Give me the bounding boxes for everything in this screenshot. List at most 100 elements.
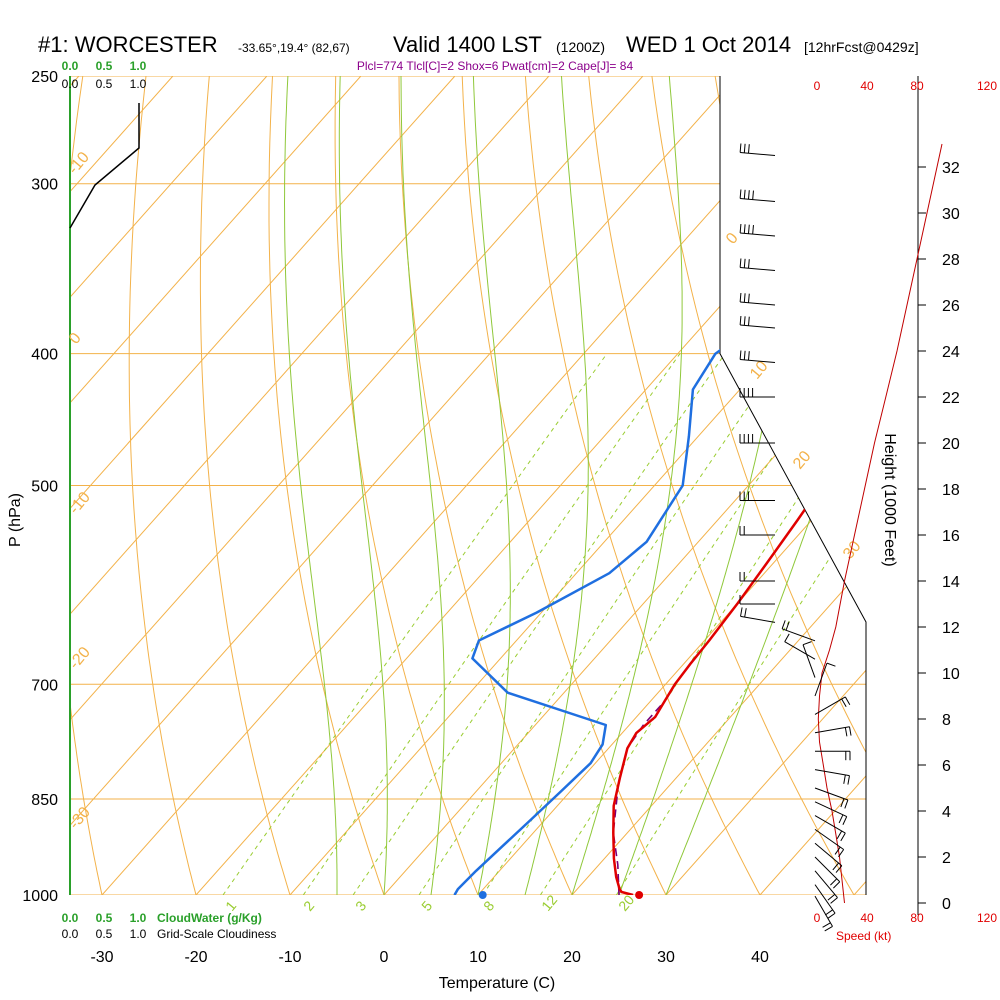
wind-barb-flag	[748, 316, 750, 326]
wind-barb-shaft	[814, 895, 833, 927]
height-tick-label: 18	[942, 482, 960, 499]
wind-barb-flag	[844, 727, 848, 737]
wind-barb-flag	[744, 608, 747, 618]
height-tick-label: 20	[942, 436, 960, 453]
chart-title-date: WED 1 Oct 2014	[626, 32, 791, 57]
mixing-ratio-label: 8	[480, 898, 497, 914]
wind-barb-flag	[781, 620, 786, 630]
dry-adiabat	[651, 76, 866, 895]
cloudwater-top-label: 0.5	[96, 59, 113, 73]
wind-barb-flag	[827, 912, 836, 919]
isotherm-line	[853, 76, 866, 895]
wind-barb-shaft	[784, 641, 816, 660]
chart-title-utc: (1200Z)	[556, 39, 605, 55]
surface-temp-dot	[635, 891, 644, 899]
height-tick-label: 12	[942, 620, 960, 637]
wind-barb	[814, 856, 841, 889]
wind-barb	[814, 787, 849, 809]
wind-barb	[802, 641, 816, 678]
wind-barb	[739, 223, 776, 237]
wind-barb-shaft	[814, 884, 836, 914]
temperature-line	[612, 103, 866, 895]
wind-barb	[739, 434, 775, 444]
wind-barb	[740, 607, 776, 623]
wind-barb-shaft	[814, 696, 846, 715]
wind-barb	[814, 895, 833, 932]
wind-barb-flag	[748, 351, 750, 361]
cloudwater-bottom-label: 0.5	[96, 911, 113, 925]
mixing-ratio-label: 3	[352, 898, 369, 914]
dry-adiabat	[524, 76, 761, 895]
wind-barb-flag	[825, 909, 833, 916]
wind-barb-flag	[841, 698, 847, 708]
wind-barb-shaft	[814, 856, 841, 883]
wind-barb	[815, 750, 851, 761]
speed-top-label: 40	[860, 79, 874, 93]
wind-barb	[814, 769, 850, 785]
speed-top-label: 0	[814, 79, 821, 93]
wind-barb	[814, 662, 836, 697]
wind-barb-shaft	[814, 787, 849, 801]
wind-barb-flag	[827, 894, 836, 901]
wind-barb	[739, 315, 776, 329]
height-tick-label: 8	[942, 712, 951, 729]
adiabat-label: 0	[723, 230, 742, 248]
temperature-tick-label: 0	[380, 949, 389, 966]
wind-barb	[814, 828, 845, 858]
cloudwater-top-label: 1.0	[130, 59, 147, 73]
cloudiness-bottom-label: 0.5	[96, 927, 113, 941]
moist-adiabat	[472, 76, 511, 895]
wind-barb-flag	[739, 350, 742, 360]
isotherm-line	[383, 76, 866, 895]
height-tick-label: 16	[942, 528, 960, 545]
cloudiness-top-label: 0.0	[62, 77, 79, 91]
wind-barb-flag	[838, 849, 845, 858]
moist-adiabat	[283, 76, 338, 895]
cloudwater-bottom-label: 1.0	[130, 911, 147, 925]
wind-barb-flag	[824, 925, 833, 932]
mixing-ratio-line	[615, 353, 866, 895]
moist-adiabat	[524, 76, 589, 895]
height-tick-label: 26	[942, 298, 960, 315]
dry-adiabat	[588, 76, 855, 895]
isotherm-line	[101, 76, 832, 895]
height-tick-label: 2	[942, 850, 951, 867]
dry-adiabat	[461, 76, 667, 895]
wind-barb	[739, 189, 776, 202]
wind-barb-shaft	[740, 615, 776, 623]
pressure-tick-label: 1000	[22, 888, 58, 905]
adiabat-label: 0	[66, 330, 85, 348]
wind-barb-flag	[740, 607, 743, 617]
height-tick-label: 22	[942, 390, 960, 407]
chart-title-fcst: [12hrFcst@0429z]	[804, 39, 919, 55]
wind-barb	[739, 258, 776, 271]
dry-adiabat	[968, 76, 1000, 895]
x-axis-title: Temperature (C)	[439, 975, 555, 992]
pressure-tick-label: 250	[31, 69, 58, 86]
pressure-tick-label: 850	[31, 792, 58, 809]
temperature-tick-label: 10	[469, 949, 487, 966]
chart-title-valid: Valid 1400 LST	[393, 32, 542, 57]
wind-barb-flag	[840, 798, 845, 808]
wind-barb-flag	[835, 865, 843, 873]
wind-barb-shaft	[740, 324, 776, 329]
wind-barb	[781, 620, 816, 642]
wind-barb-flag	[748, 190, 750, 200]
wind-barb	[739, 572, 775, 582]
wind-barb-flag	[833, 881, 841, 889]
wind-barb	[739, 526, 775, 536]
temperature-tick-label: 30	[657, 949, 675, 966]
wind-barb-flag	[842, 816, 848, 825]
moist-adiabat	[571, 76, 683, 895]
isotherm-line	[665, 76, 866, 895]
cloudwater-top-label: 0.0	[62, 59, 79, 73]
height-tick-label: 10	[942, 666, 960, 683]
wind-barb-flag	[838, 814, 844, 824]
wind-barb-shaft	[781, 628, 816, 642]
wind-barb-flag	[743, 293, 746, 303]
mixing-ratio-line	[222, 353, 608, 895]
cloudiness-top-label: 1.0	[130, 77, 147, 91]
cloudiness-title: Grid-Scale Cloudiness	[157, 927, 276, 941]
wind-barb-flag	[847, 775, 850, 785]
